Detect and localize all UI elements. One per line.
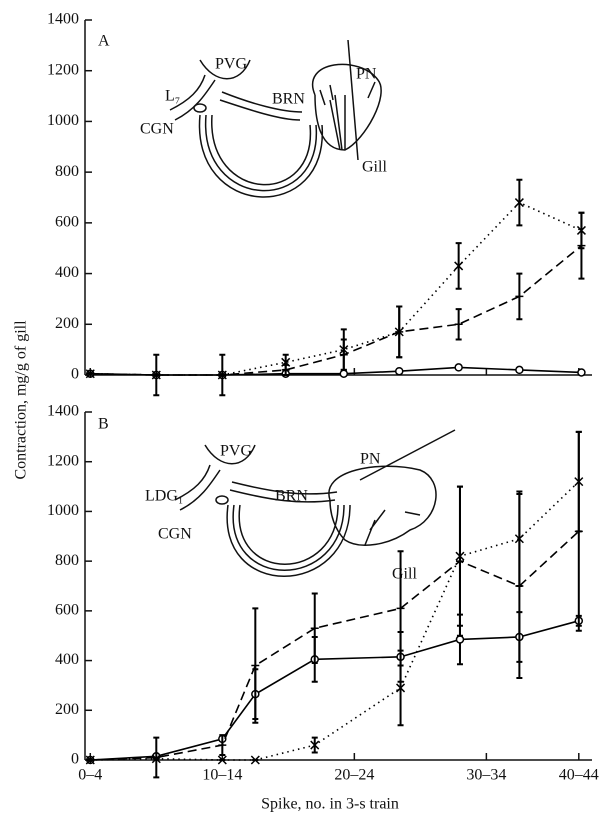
- marker: [514, 534, 524, 544]
- diagram-label: PVG: [215, 56, 247, 73]
- series-line: [90, 245, 582, 376]
- series-line: [90, 201, 582, 376]
- marker: [281, 357, 291, 367]
- y-tick-label: 1000: [47, 502, 79, 519]
- diagram-label: CGN: [140, 121, 174, 138]
- marker: [152, 753, 161, 762]
- y-tick-label: 800: [55, 163, 79, 180]
- diagram-label: BRN: [272, 91, 305, 108]
- marker: [454, 320, 463, 329]
- y-tick-label: 400: [55, 651, 79, 668]
- marker: [455, 551, 465, 561]
- marker: [151, 754, 161, 764]
- marker: [515, 292, 524, 301]
- series-line: [90, 366, 582, 376]
- marker: [396, 604, 405, 613]
- diagram-label: L₇: [165, 88, 180, 105]
- y-tick-label: 200: [55, 701, 79, 718]
- marker: [217, 370, 227, 380]
- diagram-a: [169, 39, 382, 198]
- marker: [454, 363, 463, 372]
- diagram-label: PVG: [220, 443, 252, 460]
- x-axis-label: Spike, no. in 3-s train: [261, 796, 399, 813]
- marker: [151, 370, 161, 380]
- diagram-label: Gill: [362, 159, 387, 176]
- y-tick-label: 200: [55, 315, 79, 332]
- diagram-label: PN: [356, 66, 377, 83]
- marker: [455, 635, 465, 644]
- y-tick-label: 400: [55, 264, 79, 281]
- marker: [85, 755, 95, 765]
- marker: [514, 198, 524, 208]
- diagram-b: [174, 429, 456, 577]
- y-tick-label: 1200: [47, 61, 79, 78]
- y-tick-label: 0: [71, 366, 79, 383]
- y-tick-label: 600: [55, 214, 79, 231]
- y-tick-label: 1400: [47, 11, 79, 28]
- marker: [218, 741, 227, 750]
- marker: [85, 369, 95, 379]
- x-tick-label: 10–14: [202, 767, 242, 784]
- marker: [576, 225, 586, 235]
- diagram-label: B: [98, 416, 109, 433]
- diagram-label: PN: [360, 451, 381, 468]
- marker: [394, 366, 404, 376]
- marker: [454, 261, 464, 271]
- diagram-label: Gill: [392, 566, 417, 583]
- diagram-label: BRN: [275, 488, 308, 505]
- y-tick-label: 1400: [47, 403, 79, 420]
- marker: [396, 683, 406, 693]
- series-line: [90, 530, 580, 761]
- y-tick-label: 1200: [47, 452, 79, 469]
- diagram-label: A: [98, 33, 110, 50]
- marker: [515, 365, 524, 375]
- marker: [339, 345, 349, 355]
- y-tick-label: 800: [55, 552, 79, 569]
- marker: [310, 740, 320, 750]
- marker: [574, 477, 584, 487]
- marker: [339, 369, 349, 378]
- marker: [250, 755, 260, 765]
- marker: [310, 624, 319, 633]
- diagram-label: LDG₁: [145, 488, 183, 505]
- marker: [577, 368, 586, 377]
- y-tick-label: 600: [55, 602, 79, 619]
- diagram-label: CGN: [158, 526, 192, 543]
- x-tick-label: 40–44: [559, 767, 599, 784]
- y-axis-label: Contraction, mg/g of gill: [13, 320, 30, 480]
- x-tick-label: 20–24: [334, 767, 374, 784]
- x-tick-label: 0–4: [78, 767, 102, 784]
- x-tick-label: 30–34: [466, 767, 506, 784]
- marker: [394, 327, 404, 337]
- marker: [251, 661, 260, 670]
- y-tick-label: 1000: [47, 112, 79, 129]
- y-tick-label: 0: [71, 751, 79, 768]
- marker: [217, 755, 227, 765]
- series-line: [90, 620, 580, 761]
